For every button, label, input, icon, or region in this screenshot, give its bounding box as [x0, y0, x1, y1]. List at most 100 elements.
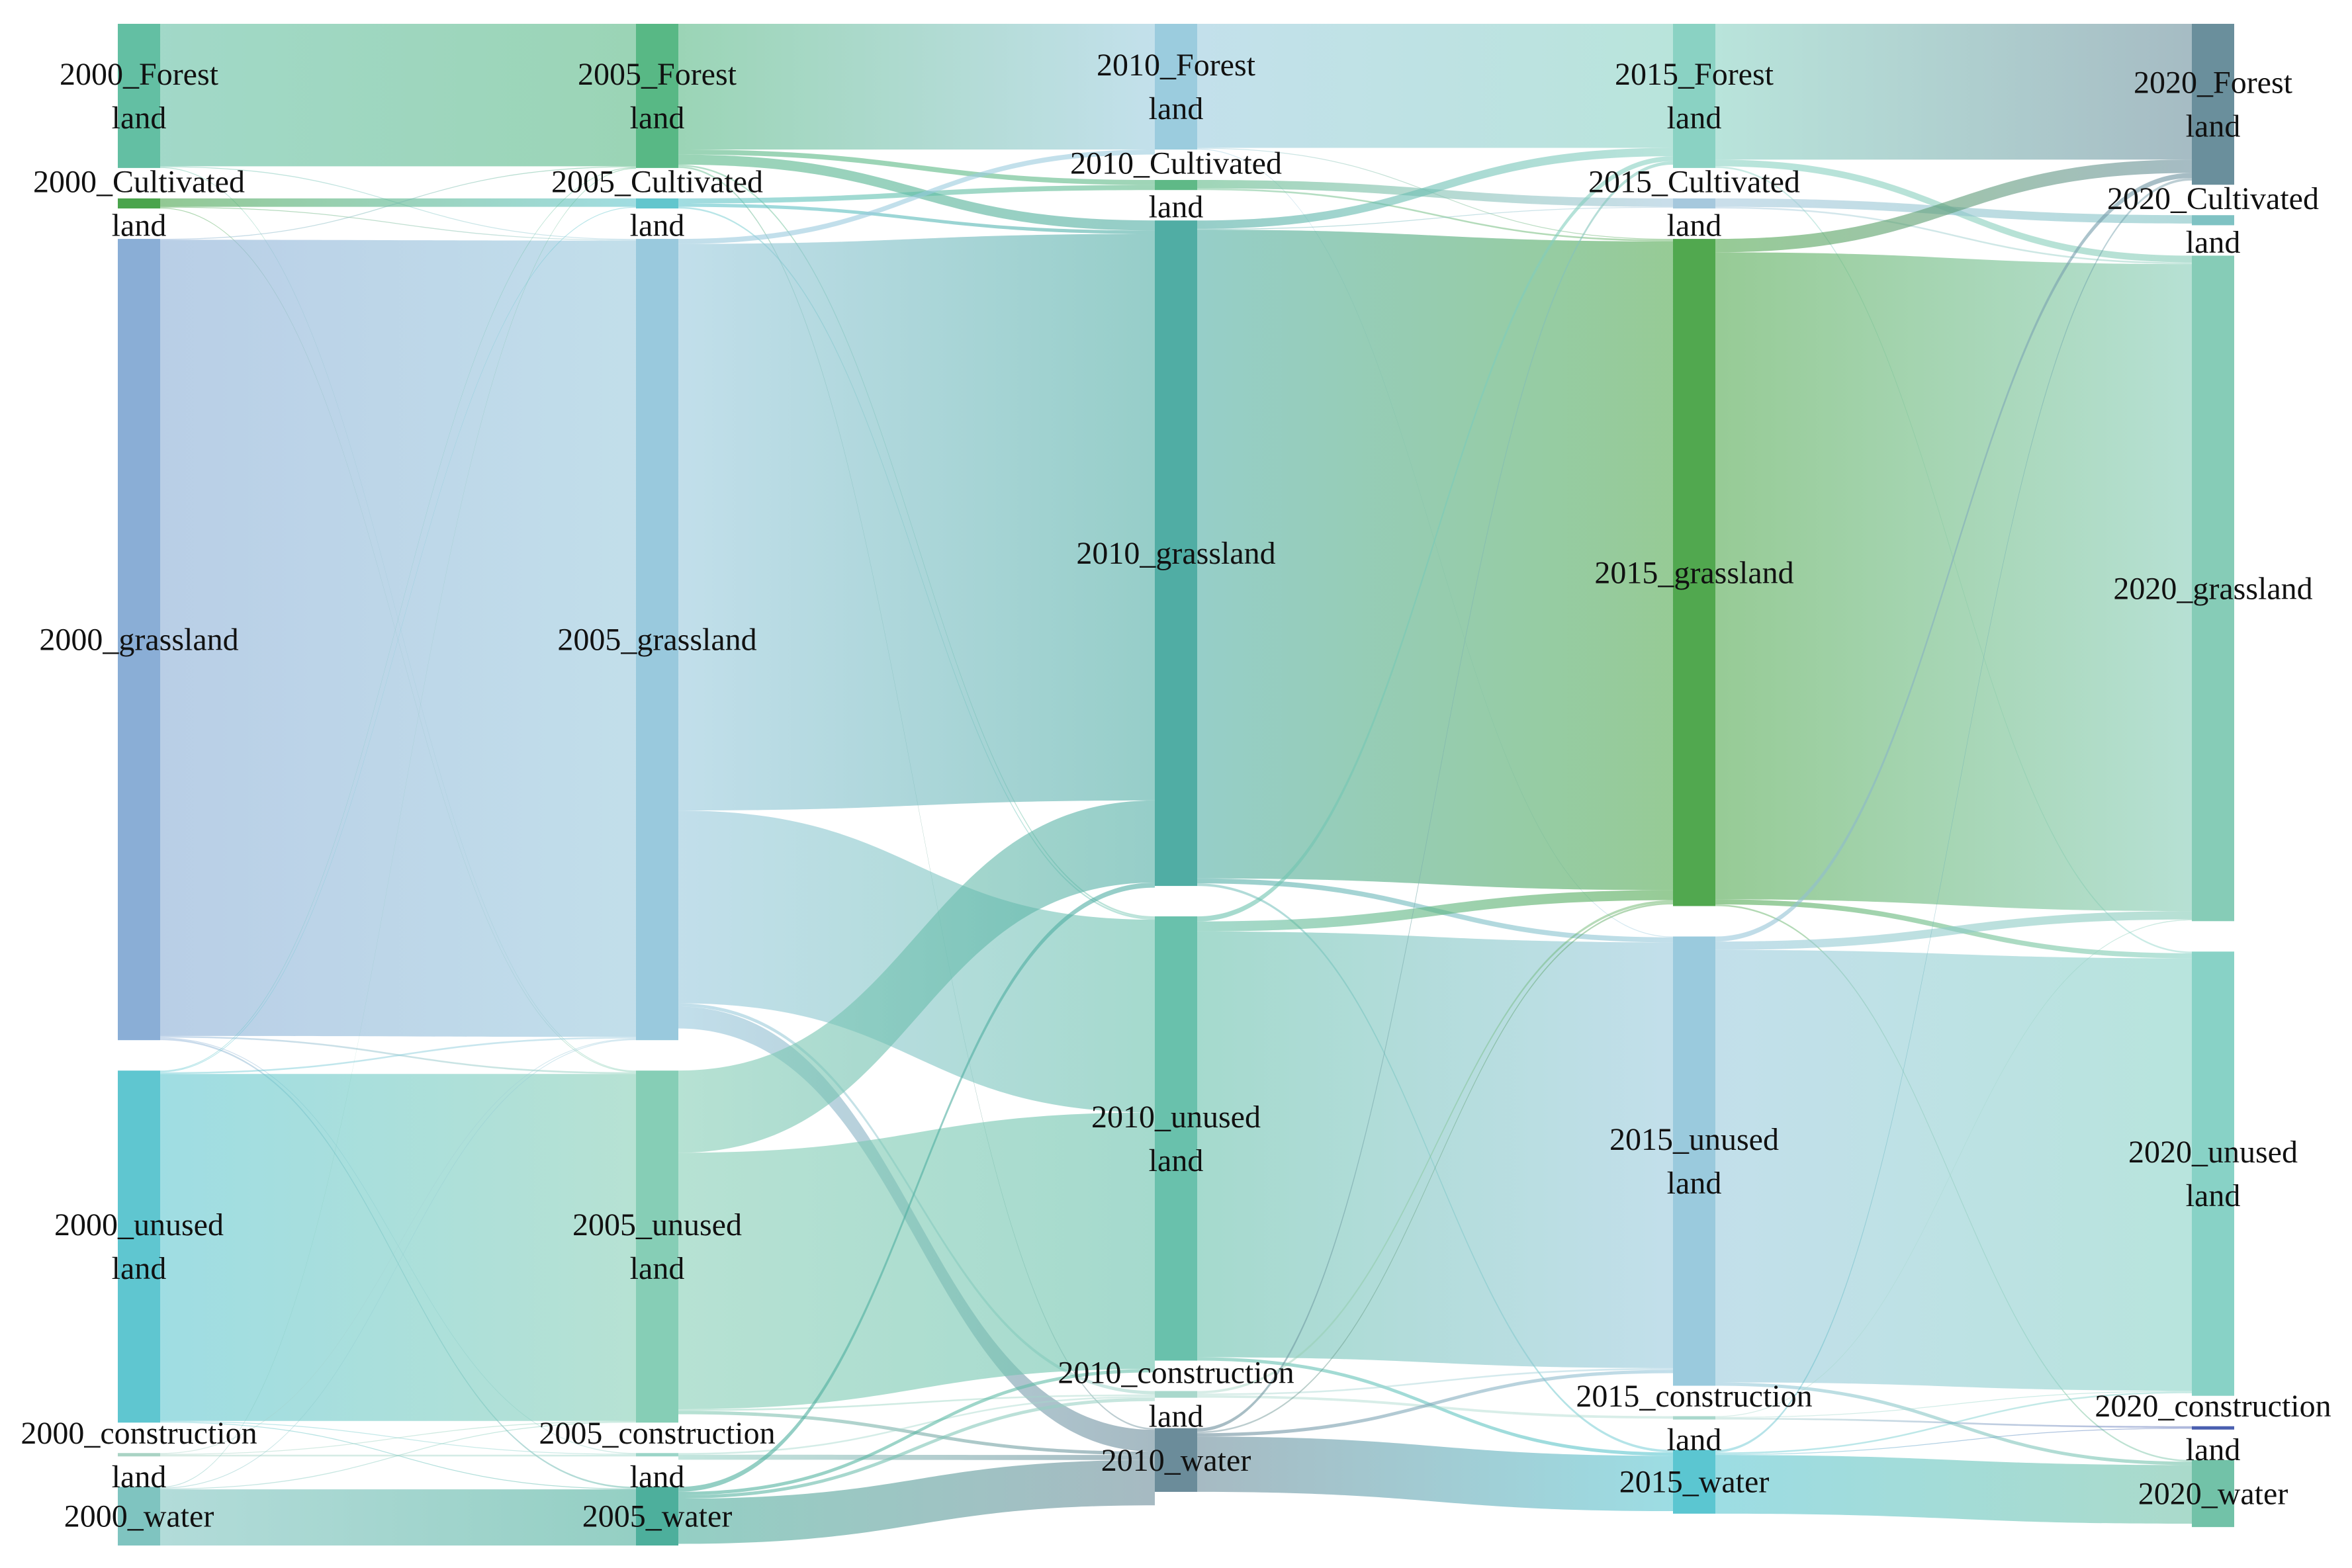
- label-2015_forest: 2015_Forest land: [1615, 57, 1774, 136]
- flow-2015_water-to-2020_water: [1715, 1455, 2192, 1524]
- label-2020_forest: 2020_Forest land: [2134, 65, 2293, 144]
- flow-2000_construction-to-2005_grassland: [160, 1038, 636, 1454]
- flow-2015_water-to-2020_construction: [1715, 1428, 2192, 1456]
- label-2020_cultivated: 2020_Cultivated land: [2107, 181, 2319, 260]
- flow-2000_grassland-to-2005_forest: [160, 166, 636, 240]
- sankey-links: [160, 24, 2192, 1546]
- flow-2010_construction-to-2015_construction: [1197, 1395, 1673, 1419]
- node-2010_cultivated: [1155, 180, 1197, 191]
- flow-2010_water-to-2015_unused: [1197, 1370, 1673, 1437]
- node-2020_cultivated: [2192, 215, 2234, 226]
- flow-2005_water-to-2010_construction: [678, 1397, 1155, 1499]
- node-2015_cultivated: [1673, 198, 1715, 209]
- flow-2010_cultivated-to-2015_cultivated: [1197, 180, 1673, 207]
- flow-2005_water-to-2010_unused: [678, 1369, 1155, 1495]
- flow-2010_construction-to-2015_unused: [1197, 1368, 1673, 1395]
- flow-2005_construction-to-2010_water: [678, 1454, 1155, 1460]
- flow-2005_grassland-to-2010_grassland: [678, 234, 1155, 811]
- label-2010_forest: 2010_Forest land: [1097, 48, 1256, 126]
- label-2015_unused: 2015_unused land: [1609, 1122, 1779, 1201]
- label-2000_water: 2000_water: [64, 1499, 214, 1534]
- flow-2015_water-to-2020_forest: [1715, 178, 2192, 1453]
- flow-2010_water-to-2015_water: [1197, 1436, 1673, 1512]
- sankey-nodes: [118, 24, 2234, 1546]
- flow-2000_water-to-2005_water: [160, 1489, 636, 1546]
- flow-2015_cultivated-to-2020_grassland: [1715, 206, 2192, 265]
- node-2015_unused: [1673, 936, 1715, 1386]
- flow-2010_cultivated-to-2015_grassland: [1197, 188, 1673, 241]
- flow-2000_water-to-2005_forest: [160, 167, 636, 1488]
- node-2015_construction: [1673, 1416, 1715, 1420]
- sankey-labels: 2000_Forest land 2000_Cultivated land 2000_g…: [21, 48, 2331, 1534]
- label-2020_construction: 2020_construction land: [2095, 1389, 2331, 1467]
- label-2000_unused: 2000_unused land: [54, 1207, 224, 1286]
- flow-2010_unused-to-2015_grassland: [1197, 890, 1673, 932]
- label-2020_water: 2020_water: [2138, 1476, 2288, 1511]
- flow-2015_unused-to-2020_unused: [1715, 949, 2192, 1391]
- flow-2000_water-to-2005_unused: [160, 1421, 636, 1490]
- node-2015_forest: [1673, 24, 1715, 168]
- flow-2000_forest-to-2005_forest: [160, 24, 636, 167]
- node-2000_construction: [118, 1453, 160, 1457]
- flow-2005_unused-to-2010_construction: [678, 1394, 1155, 1411]
- label-2005_forest: 2005_Forest land: [578, 57, 737, 136]
- flow-2000_construction-to-2005_unused: [160, 1420, 636, 1455]
- node-2020_construction: [2192, 1426, 2234, 1430]
- flow-2010_grassland-to-2015_cultivated: [1197, 206, 1673, 230]
- label-2010_cultivated: 2010_Cultivated land: [1070, 146, 1282, 225]
- node-2005_construction: [636, 1453, 678, 1457]
- flow-2010_construction-to-2015_grassland: [1197, 900, 1673, 1394]
- flow-2000_water-to-2005_grassland: [160, 1039, 636, 1489]
- node-2010_unused: [1155, 916, 1197, 1361]
- label-2005_grassland: 2005_grassland: [557, 623, 756, 658]
- flow-2015_construction-to-2020_grassland: [1715, 919, 2192, 1417]
- flow-2005_grassland-to-2010_forest: [678, 150, 1155, 244]
- flow-2010_grassland-to-2015_grassland: [1197, 230, 1673, 891]
- flow-2010_water-to-2015_forest: [1197, 161, 1673, 1432]
- node-2015_grassland: [1673, 239, 1715, 906]
- label-2010_construction: 2010_construction land: [1058, 1356, 1294, 1434]
- flow-2015_water-to-2020_unused: [1715, 1391, 2192, 1454]
- node-2010_water: [1155, 1428, 1197, 1492]
- label-2015_water: 2015_water: [1619, 1465, 1770, 1500]
- flow-2000_unused-to-2005_forest: [160, 167, 636, 1072]
- node-2000_water: [118, 1487, 160, 1546]
- label-2000_construction: 2000_construction land: [21, 1416, 257, 1495]
- node-2020_water: [2192, 1459, 2234, 1528]
- flow-2015_unused-to-2020_forest: [1715, 173, 2192, 942]
- label-2020_grassland: 2020_grassland: [2113, 571, 2312, 606]
- node-2010_construction: [1155, 1391, 1197, 1398]
- label-2000_forest: 2000_Forest land: [60, 57, 219, 136]
- flow-2010_forest-to-2015_forest: [1197, 24, 1673, 148]
- node-2005_grassland: [636, 239, 678, 1041]
- flow-2015_construction-to-2020_unused: [1715, 1391, 2192, 1418]
- label-2000_grassland: 2000_grassland: [39, 623, 238, 658]
- flow-2015_unused-to-2020_grassland: [1715, 911, 2192, 950]
- flow-2010_grassland-to-2015_forest: [1197, 148, 1673, 229]
- flow-2000_unused-to-2005_grassland: [160, 1037, 636, 1074]
- node-2005_unused: [636, 1070, 678, 1423]
- node-2000_grassland: [118, 239, 160, 1041]
- flow-2005_water-to-2010_water: [678, 1459, 1155, 1544]
- node-2005_cultivated: [636, 198, 678, 209]
- flow-2000_unused-to-2005_cultivated: [160, 206, 636, 1072]
- flow-2010_unused-to-2015_unused: [1197, 931, 1673, 1368]
- label-2015_grassland: 2015_grassland: [1594, 555, 1793, 590]
- node-2020_grassland: [2192, 255, 2234, 922]
- label-2010_grassland: 2010_grassland: [1076, 536, 1275, 571]
- flow-2005_forest-to-2010_cultivated: [678, 150, 1155, 185]
- label-2005_water: 2005_water: [582, 1499, 733, 1534]
- label-2010_water: 2010_water: [1101, 1443, 1251, 1478]
- flow-2005_forest-to-2010_forest: [678, 24, 1155, 150]
- flow-2000_cultivated-to-2005_grassland: [160, 206, 636, 241]
- flow-2010_water-to-2015_grassland: [1197, 902, 1673, 1434]
- flow-2015_grassland-to-2020_grassland: [1715, 252, 2192, 912]
- label-2005_unused: 2005_unused land: [572, 1207, 742, 1286]
- label-2020_unused: 2020_unused land: [2128, 1135, 2298, 1213]
- node-2020_forest: [2192, 24, 2234, 185]
- flow-2005_cultivated-to-2010_grassland: [678, 203, 1155, 234]
- flow-2005_water-to-2010_grassland: [678, 883, 1155, 1492]
- node-2000_forest: [118, 24, 160, 168]
- label-2010_unused: 2010_unused land: [1091, 1100, 1261, 1178]
